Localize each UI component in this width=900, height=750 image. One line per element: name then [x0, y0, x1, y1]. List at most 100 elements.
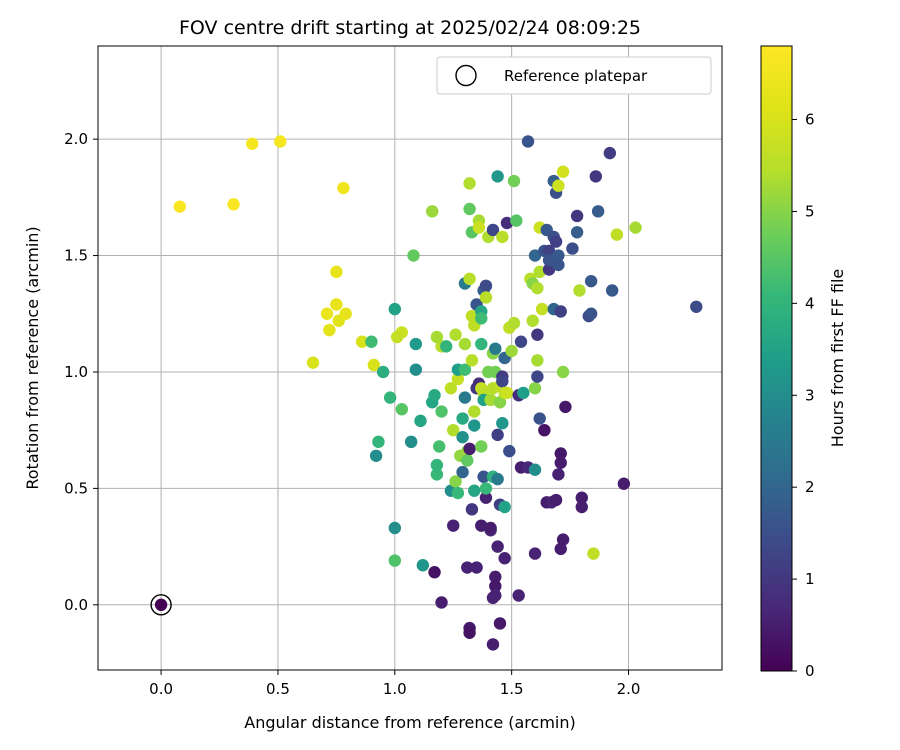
- data-point: [475, 440, 488, 453]
- data-point: [486, 638, 500, 651]
- data-point: [528, 463, 542, 476]
- data-point: [517, 386, 530, 400]
- data-point: [428, 389, 441, 402]
- data-point: [589, 170, 602, 183]
- colorbar-tick-label: 5: [805, 202, 815, 220]
- data-point: [458, 391, 472, 404]
- data-point: [388, 302, 402, 316]
- data-point: [430, 468, 444, 481]
- data-point: [458, 363, 472, 376]
- data-point: [479, 482, 493, 495]
- data-point: [461, 561, 474, 574]
- data-point: [456, 465, 469, 479]
- data-point: [531, 328, 544, 341]
- data-point: [388, 521, 402, 535]
- x-axis-ticks: 0.0 0.5 1.0 1.5 2.0: [149, 670, 640, 698]
- data-point: [433, 440, 446, 453]
- data-point: [552, 258, 565, 272]
- data-point: [554, 542, 567, 556]
- data-point: [491, 428, 504, 442]
- data-point: [526, 314, 539, 327]
- colorbar-tick-label: 1: [805, 570, 815, 588]
- data-point: [498, 500, 511, 514]
- data-point: [489, 570, 502, 584]
- data-point: [274, 135, 287, 148]
- data-point: [542, 244, 556, 258]
- data-point: [472, 221, 486, 234]
- data-point: [531, 281, 544, 295]
- colorbar-tick-label: 3: [805, 386, 815, 404]
- data-point: [470, 561, 483, 574]
- data-point: [372, 435, 385, 449]
- legend-box: [436, 56, 712, 95]
- data-point: [587, 547, 600, 560]
- data-point: [528, 547, 542, 560]
- data-point: [456, 430, 469, 444]
- y-tick-label: 0.5: [64, 479, 88, 497]
- data-point: [479, 491, 493, 504]
- y-tick-label: 1.5: [64, 247, 88, 265]
- data-point: [491, 540, 504, 553]
- data-point: [426, 205, 439, 218]
- data-point: [323, 323, 336, 337]
- data-point: [465, 354, 479, 367]
- data-point: [556, 533, 570, 546]
- data-point: [573, 284, 586, 297]
- data-point: [463, 272, 476, 286]
- data-point: [414, 414, 427, 428]
- data-point: [549, 235, 563, 248]
- data-point: [556, 165, 570, 178]
- data-point: [428, 566, 441, 579]
- data-point: [465, 309, 479, 323]
- data-point: [533, 265, 546, 279]
- data-point: [451, 486, 465, 500]
- data-point: [365, 335, 378, 348]
- data-point: [449, 328, 462, 341]
- colorbar-tick-label: 0: [805, 662, 815, 680]
- data-point: [514, 335, 528, 348]
- data-point: [227, 198, 240, 211]
- data-point: [468, 484, 481, 497]
- data-point: [552, 468, 565, 481]
- data-point: [468, 419, 481, 432]
- colorbar-tick-label: 4: [805, 294, 815, 312]
- data-point: [591, 205, 605, 218]
- data-point: [407, 249, 420, 262]
- data-point: [463, 202, 476, 216]
- data-point: [617, 477, 631, 490]
- y-tick-label: 2.0: [64, 130, 88, 148]
- data-point: [435, 405, 448, 418]
- data-point: [610, 228, 624, 241]
- data-point: [369, 449, 383, 462]
- x-tick-label: 1.5: [500, 680, 524, 698]
- data-point: [552, 179, 565, 192]
- data-point: [475, 312, 488, 325]
- data-point: [461, 454, 474, 467]
- data-point: [575, 500, 588, 514]
- data-point: [554, 447, 567, 460]
- data-point: [468, 405, 481, 418]
- data-point: [339, 307, 352, 320]
- data-point: [355, 335, 369, 348]
- data-point: [605, 284, 619, 297]
- data-point: [493, 617, 507, 630]
- y-axis-label: Rotation from reference (arcmin): [23, 226, 42, 489]
- data-point: [507, 316, 521, 330]
- data-point: [463, 177, 476, 190]
- data-point: [690, 300, 703, 313]
- data-point: [440, 340, 453, 353]
- data-point: [533, 412, 546, 425]
- data-point: [456, 412, 469, 425]
- data-point: [475, 337, 488, 351]
- data-point: [584, 307, 598, 320]
- data-point: [447, 519, 460, 532]
- data-point: [451, 372, 465, 386]
- plot-frame: [97, 45, 723, 671]
- data-point: [510, 214, 523, 227]
- data-point: [552, 249, 565, 262]
- data-point: [500, 386, 514, 400]
- data-point: [575, 491, 588, 504]
- data-point: [367, 358, 380, 372]
- grid-lines: [98, 46, 722, 670]
